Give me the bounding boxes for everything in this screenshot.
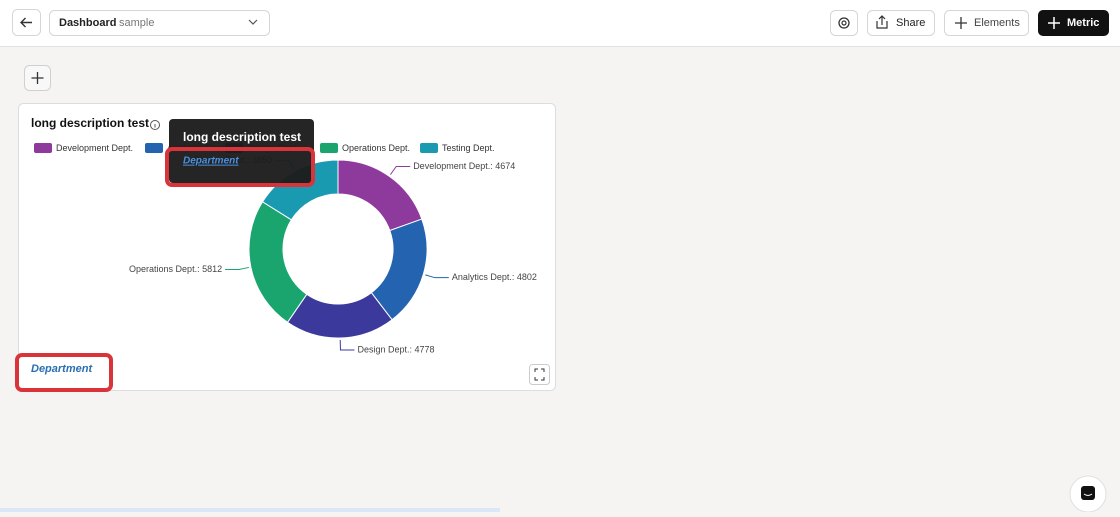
settings-button[interactable]	[830, 10, 858, 36]
share-label: Share	[896, 17, 925, 29]
tooltip-link[interactable]: Department	[183, 156, 239, 167]
footer-link[interactable]: Department	[31, 363, 93, 375]
legend-swatch	[145, 143, 163, 153]
add-button[interactable]	[24, 65, 51, 91]
dashboard-label: Dashboard	[59, 17, 116, 29]
card-title: long description test	[31, 116, 149, 130]
legend-swatch	[34, 143, 52, 153]
bottom-bar	[0, 508, 500, 512]
metric-label: Metric	[1067, 17, 1099, 29]
elements-label: Elements	[974, 17, 1020, 29]
label-leader	[425, 274, 449, 279]
chat-button[interactable]	[1069, 475, 1107, 513]
donut-chart: Development Dept.Analytics Dept.Design D…	[34, 143, 537, 354]
legend-label: Development Dept.	[56, 143, 133, 153]
data-label: Analytics Dept.: 4802	[452, 272, 537, 282]
tooltip-title: long description test	[183, 130, 301, 144]
metric-button[interactable]: Metric	[1038, 10, 1109, 36]
dashboard-name: sample	[119, 17, 154, 29]
highlight-box	[15, 353, 113, 392]
highlight-box	[165, 147, 315, 187]
fullscreen-button[interactable]	[529, 364, 550, 385]
data-label: Design Dept.: 4778	[357, 344, 434, 354]
label-leader	[339, 339, 355, 351]
chart-card	[18, 103, 556, 391]
data-label: Development Dept.: 4674	[413, 161, 515, 171]
share-button[interactable]: Share	[867, 10, 935, 36]
legend-label: Operations Dept.	[342, 143, 410, 153]
back-button[interactable]	[12, 9, 41, 36]
label-leader	[225, 266, 249, 270]
elements-button[interactable]: Elements	[944, 10, 1029, 36]
legend-swatch	[320, 143, 338, 153]
legend-swatch	[420, 143, 438, 153]
legend-label: Testing Dept.	[442, 143, 495, 153]
data-label: Operations Dept.: 5812	[129, 264, 222, 274]
dashboard-select[interactable]: Dashboard sample	[49, 10, 270, 36]
info-icon[interactable]	[150, 120, 160, 130]
label-leader	[390, 165, 411, 175]
